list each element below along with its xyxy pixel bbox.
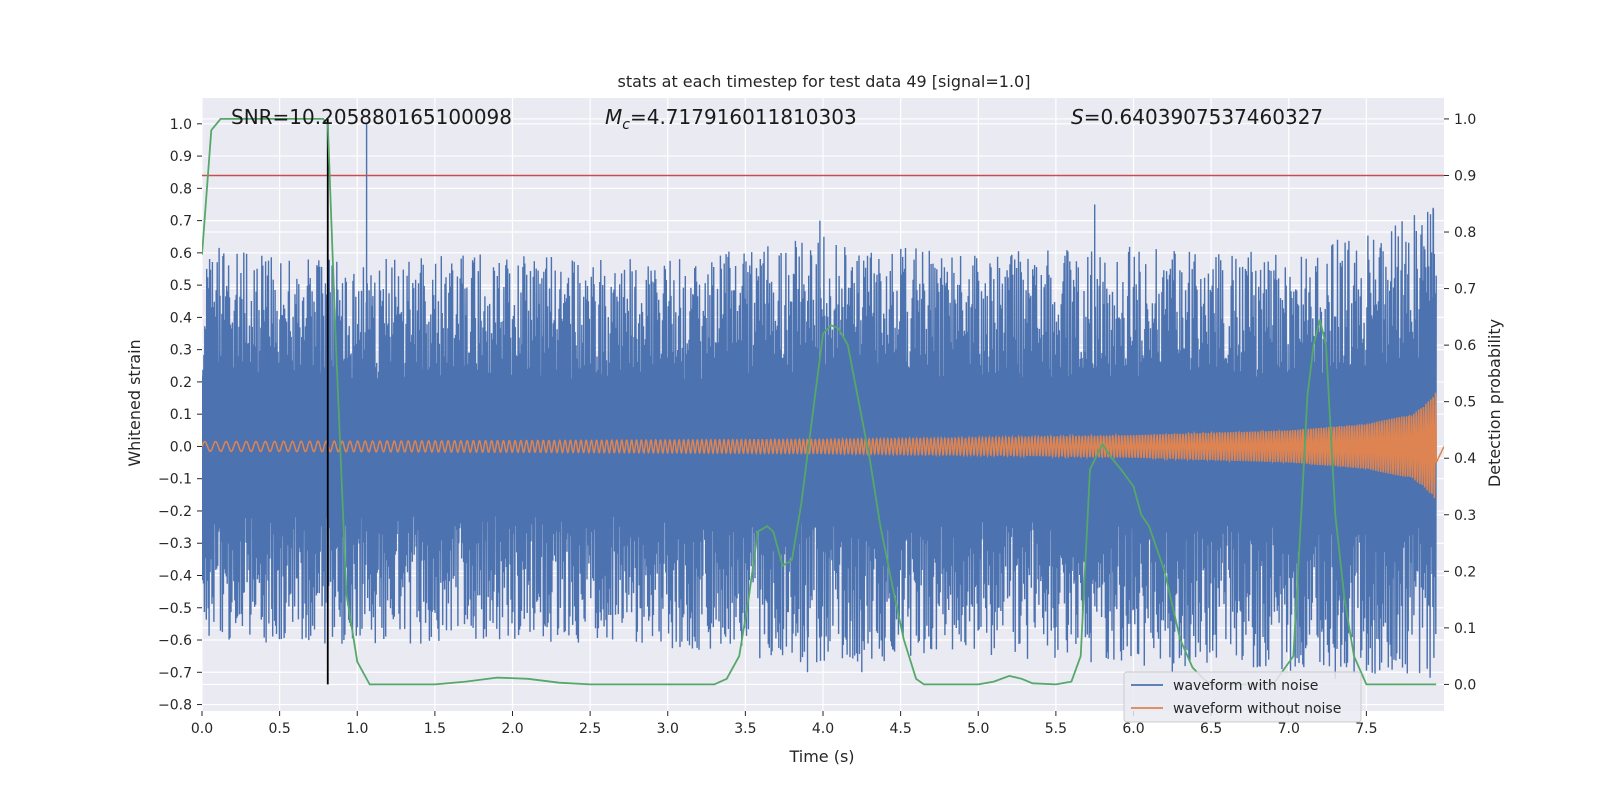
y2-axis-title: Detection probability: [1485, 319, 1504, 487]
y-tick-label: 0.5: [170, 278, 192, 294]
x-tick-label: 3.5: [734, 721, 756, 737]
x-tick-label: 2.0: [501, 721, 523, 737]
y2-tick-label: 0.5: [1454, 395, 1476, 411]
y-tick-label: 0.7: [170, 214, 192, 230]
significance-annotation: S=0.6403907537460327: [1071, 105, 1323, 129]
chirp-mass-annotation: Mc=4.717916011810303: [605, 105, 857, 133]
y-tick-label: 0.9: [170, 149, 192, 165]
y-tick-label: 0.0: [170, 439, 192, 455]
significance-symbol: S: [1071, 105, 1084, 129]
chart-title: stats at each timestep for test data 49 …: [618, 72, 1031, 91]
y2-tick-label: 0.7: [1454, 282, 1476, 298]
series-waveform-without-noise: [202, 392, 1444, 499]
y2-tick-label: 0.9: [1454, 168, 1476, 184]
legend-label-waveform-without-noise: waveform without noise: [1173, 701, 1341, 717]
y-tick-label: 0.2: [170, 375, 192, 391]
y-tick-label: 1.0: [170, 117, 192, 133]
x-tick-label: 4.5: [889, 721, 911, 737]
y2-tick-label: 1.0: [1454, 112, 1476, 128]
y2-tick-label: 0.1: [1454, 621, 1476, 637]
y2-tick-label: 0.4: [1454, 451, 1476, 467]
x-tick-label: 0.5: [268, 721, 290, 737]
y2-tick-label: 0.6: [1454, 338, 1476, 354]
y2-tick-label: 0.8: [1454, 225, 1476, 241]
y-tick-label: 0.4: [170, 310, 192, 326]
x-axis-ticks: 0.0 0.5 1.0 1.5 2.0 2.5 3.0 3.5 4.0 4.5 5.0 5.5 6.0 6…: [191, 711, 1378, 737]
chirp-mass-subscript: c: [622, 117, 630, 133]
y-tick-label: 0.8: [170, 181, 192, 197]
y2-tick-label: 0.3: [1454, 508, 1476, 524]
x-tick-label: 3.0: [657, 721, 679, 737]
y-axis-title: Whitened strain: [125, 339, 144, 466]
y-tick-label: 0.3: [170, 343, 192, 359]
y-tick-label: −0.3: [158, 536, 192, 552]
y-axis-ticks: 1.0 0.9 0.8 0.7 0.6 0.5 0.4 0.3 0.2 0.1 0.0 −0.1 −0.…: [158, 117, 202, 714]
x-tick-label: 5.0: [967, 721, 989, 737]
legend-box: [1123, 671, 1362, 723]
significance-value: =0.6403907537460327: [1084, 105, 1323, 129]
legend: waveform with noise waveform without noi…: [1123, 671, 1362, 723]
y-tick-label: −0.6: [158, 633, 192, 649]
y-tick-label: 0.6: [170, 246, 192, 262]
y-tick-label: −0.8: [158, 698, 192, 714]
y2-tick-label: 0.0: [1454, 677, 1476, 693]
x-tick-label: 7.5: [1355, 721, 1377, 737]
chirp-mass-value: =4.717916011810303: [630, 105, 857, 129]
x-tick-label: 6.5: [1200, 721, 1222, 737]
y-tick-label: −0.1: [158, 472, 192, 488]
x-axis-title: Time (s): [788, 747, 854, 766]
x-tick-label: 7.0: [1278, 721, 1300, 737]
y2-axis-ticks: 1.0 0.9 0.8 0.7 0.6 0.5 0.4 0.3 0.2 0.1 0.0: [1444, 112, 1476, 693]
y-tick-label: 0.1: [170, 407, 192, 423]
x-tick-label: 0.0: [191, 721, 213, 737]
y2-tick-label: 0.2: [1454, 564, 1476, 580]
x-tick-label: 1.0: [346, 721, 368, 737]
x-tick-label: 1.5: [424, 721, 446, 737]
y-tick-label: −0.7: [158, 665, 192, 681]
x-tick-label: 4.0: [812, 721, 834, 737]
chirp-mass-symbol: M: [605, 105, 622, 129]
snr-annotation: SNR=10.205880165100098: [231, 105, 512, 129]
x-tick-label: 6.0: [1122, 721, 1144, 737]
y-tick-label: −0.5: [158, 601, 192, 617]
x-tick-label: 5.5: [1045, 721, 1067, 737]
legend-label-waveform-with-noise: waveform with noise: [1173, 678, 1318, 694]
y-tick-label: −0.4: [158, 568, 192, 584]
y-tick-label: −0.2: [158, 504, 192, 520]
x-tick-label: 2.5: [579, 721, 601, 737]
